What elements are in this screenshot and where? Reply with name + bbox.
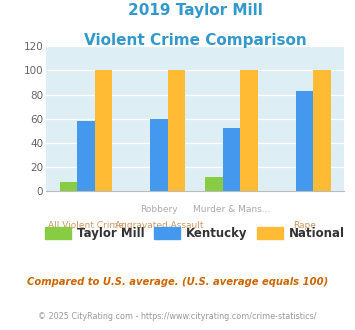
Bar xyxy=(168,70,185,191)
Bar xyxy=(77,121,95,191)
Bar xyxy=(95,70,112,191)
Text: Robbery: Robbery xyxy=(140,205,178,214)
Text: Rape: Rape xyxy=(293,221,316,230)
Text: Compared to U.S. average. (U.S. average equals 100): Compared to U.S. average. (U.S. average … xyxy=(27,277,328,287)
Text: Aggravated Assault: Aggravated Assault xyxy=(115,221,203,230)
Bar xyxy=(240,70,258,191)
Text: 2019 Taylor Mill: 2019 Taylor Mill xyxy=(128,3,263,18)
Bar xyxy=(223,128,240,191)
Text: Violent Crime Comparison: Violent Crime Comparison xyxy=(84,33,307,48)
Bar xyxy=(206,177,223,191)
Text: Murder & Mans...: Murder & Mans... xyxy=(193,205,270,214)
Bar xyxy=(296,91,313,191)
Legend: Taylor Mill, Kentucky, National: Taylor Mill, Kentucky, National xyxy=(45,227,345,240)
Text: © 2025 CityRating.com - https://www.cityrating.com/crime-statistics/: © 2025 CityRating.com - https://www.city… xyxy=(38,312,317,321)
Bar xyxy=(150,119,168,191)
Bar xyxy=(60,182,77,191)
Bar xyxy=(313,70,331,191)
Text: All Violent Crime: All Violent Crime xyxy=(48,221,124,230)
